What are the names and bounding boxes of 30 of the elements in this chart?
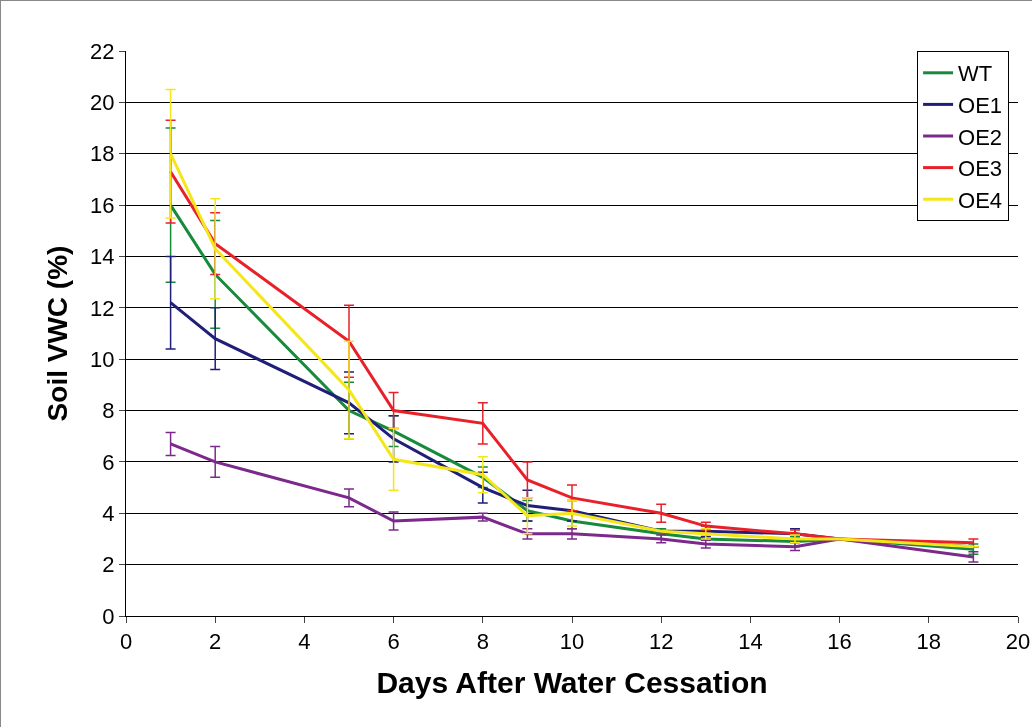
y-tick-label: 12 [90, 295, 115, 321]
x-tick-label: 14 [738, 629, 763, 655]
legend-label: WT [958, 61, 993, 87]
y-tick-label: 14 [90, 244, 115, 270]
x-tick-label: 18 [916, 629, 942, 655]
x-tick-label: 4 [298, 629, 311, 655]
y-tick-label: 20 [90, 90, 115, 116]
x-tick-label: 16 [827, 629, 852, 655]
x-tick-label: 0 [119, 629, 133, 655]
x-axis-title: Days After Water Cessation [376, 665, 768, 699]
x-tick-label: 12 [648, 629, 674, 655]
x-tick-label: 20 [1005, 629, 1031, 655]
legend-label: OE4 [958, 187, 1003, 213]
x-tick-label: 10 [559, 629, 585, 655]
y-axis-title: Soil VWC (%) [41, 245, 73, 422]
x-tick-label: 8 [476, 629, 489, 655]
y-tick-label: 6 [102, 449, 115, 475]
y-tick-label: 10 [90, 346, 115, 372]
y-tick-label: 16 [90, 192, 115, 218]
legend-label: OE3 [958, 156, 1003, 182]
legend-label: OE2 [958, 124, 1003, 150]
y-tick-label: 22 [90, 38, 115, 64]
y-tick-label: 0 [102, 603, 115, 629]
y-tick-label: 4 [102, 500, 115, 526]
y-tick-label: 18 [90, 141, 115, 167]
x-tick-label: 2 [209, 629, 222, 655]
x-tick-label: 6 [387, 629, 400, 655]
y-tick-label: 8 [102, 398, 115, 424]
legend-label: OE1 [958, 92, 1003, 118]
y-tick-label: 2 [102, 552, 115, 578]
